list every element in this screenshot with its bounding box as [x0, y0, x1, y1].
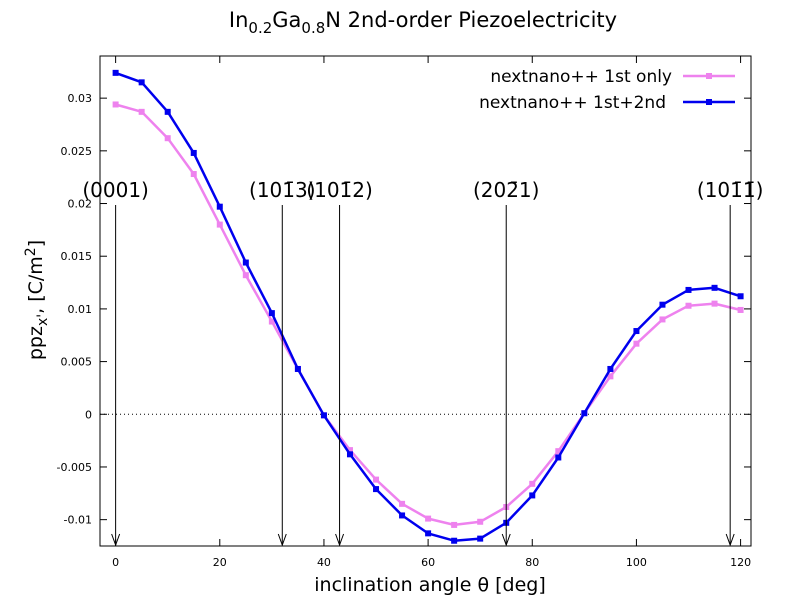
data-point — [112, 69, 119, 76]
data-point — [190, 149, 197, 156]
y-tick-label: -0.01 — [64, 514, 92, 527]
data-point — [138, 108, 145, 115]
data-point — [190, 171, 197, 178]
x-tick-label: 100 — [626, 556, 647, 569]
y-axis-label: ppzx', [C/m2] — [23, 240, 51, 360]
annotation-arrowhead — [277, 533, 287, 547]
y-tick-label: 0.015 — [61, 250, 93, 263]
data-point — [242, 259, 249, 266]
data-point — [320, 412, 327, 419]
data-point — [685, 302, 692, 309]
x-tick-label: 120 — [730, 556, 751, 569]
chart-title: In0.2Ga0.8N 2nd-order Piezoelectricity — [229, 8, 617, 37]
data-point — [138, 79, 145, 86]
x-tick-label: 0 — [112, 556, 119, 569]
data-point — [529, 480, 536, 487]
annotation-label: (0001) — [82, 178, 149, 202]
data-point — [164, 108, 171, 115]
legend-label-1st-2nd: nextnano++ 1st+2nd — [479, 93, 666, 113]
data-point — [346, 451, 353, 458]
y-tick-label: 0.03 — [68, 92, 93, 105]
annotation-label: (202̄1) — [473, 178, 540, 202]
data-point — [425, 530, 432, 537]
data-point — [607, 373, 614, 380]
data-point — [659, 301, 666, 308]
annotation-label: (101̄3) — [249, 178, 316, 202]
annotation-arrowhead — [725, 533, 735, 547]
data-point — [659, 316, 666, 323]
data-point — [633, 340, 640, 347]
data-point — [607, 365, 614, 372]
legend-marker-1st-only — [706, 73, 712, 79]
data-point — [373, 476, 380, 483]
data-point — [216, 221, 223, 228]
data-point — [477, 518, 484, 525]
data-point — [112, 101, 119, 108]
annotation-label: (101̄1̄) — [697, 178, 764, 202]
data-point — [373, 486, 380, 493]
series-line-0 — [115, 103, 741, 527]
data-point — [451, 521, 458, 528]
plot-frame — [99, 55, 752, 547]
data-point — [242, 272, 249, 279]
data-point — [399, 512, 406, 519]
data-point — [346, 447, 353, 454]
y-tick-label: 0.01 — [68, 303, 93, 316]
annotation-arrowhead — [335, 533, 345, 547]
data-point — [581, 410, 588, 417]
data-point — [164, 135, 171, 142]
annotation-label: (101̄2) — [306, 178, 373, 202]
data-point — [425, 515, 432, 522]
legend-marker-1st-2nd — [706, 99, 712, 105]
annotation-arrowhead — [501, 533, 511, 547]
y-tick-label: 0 — [85, 408, 92, 421]
data-point — [555, 448, 562, 455]
x-tick-label: 60 — [421, 556, 435, 569]
data-point — [555, 454, 562, 461]
data-point — [737, 306, 744, 313]
y-tick-label: 0.005 — [61, 356, 93, 369]
data-point — [477, 535, 484, 542]
data-point — [399, 500, 406, 507]
data-point — [216, 203, 223, 210]
x-axis-label: inclination angle θ [deg] — [314, 574, 546, 595]
legend-label-1st-only: nextnano++ 1st only — [490, 67, 672, 87]
data-point — [685, 286, 692, 293]
data-point — [268, 318, 275, 325]
data-point — [268, 310, 275, 317]
y-tick-label: 0.025 — [61, 145, 93, 158]
x-tick-label: 20 — [213, 556, 227, 569]
data-point — [633, 328, 640, 335]
data-point — [711, 300, 718, 307]
data-point — [451, 537, 458, 544]
x-tick-label: 80 — [525, 556, 539, 569]
data-point — [294, 365, 301, 372]
series-line-1 — [115, 71, 741, 542]
data-point — [711, 284, 718, 291]
legend: nextnano++ 1st only nextnano++ 1st+2nd — [479, 67, 735, 113]
annotation-arrowhead — [111, 533, 121, 547]
y-tick-label: 0.02 — [68, 198, 93, 211]
x-tick-label: 40 — [317, 556, 331, 569]
y-tick-label: -0.005 — [57, 461, 92, 474]
data-point — [529, 492, 536, 499]
data-point — [737, 293, 744, 300]
